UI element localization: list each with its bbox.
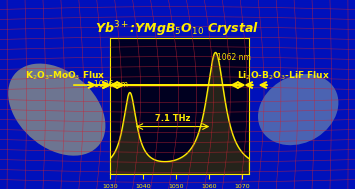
Ellipse shape — [258, 74, 338, 145]
Text: Yb$^{3+}$:YMgB$_5$O$_{10}$ Crystal: Yb$^{3+}$:YMgB$_5$O$_{10}$ Crystal — [95, 19, 260, 39]
Text: 7.1 THz: 7.1 THz — [155, 114, 190, 123]
Text: 1062 nm: 1062 nm — [217, 53, 251, 62]
Ellipse shape — [8, 64, 105, 156]
Text: Li$_2$O-B$_2$O$_3$-LiF Flux: Li$_2$O-B$_2$O$_3$-LiF Flux — [237, 69, 330, 82]
Text: K$_2$O$_3$-MoO$_3$ Flux: K$_2$O$_3$-MoO$_3$ Flux — [25, 69, 105, 82]
Text: 1036 nm: 1036 nm — [94, 80, 128, 89]
